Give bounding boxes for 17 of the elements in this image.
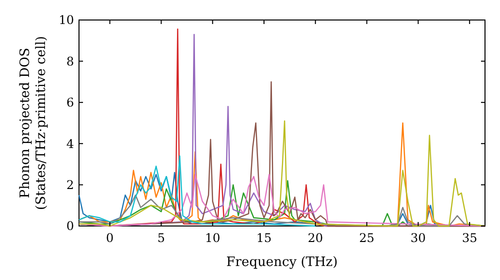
line-series <box>78 155 316 227</box>
x-tick-label: 30 <box>410 231 426 245</box>
x-tick-label: 5 <box>157 231 166 245</box>
x-tick-label: 35 <box>462 231 478 245</box>
y-tick-label: 0 <box>66 219 74 234</box>
x-axis-title: Frequency (THz) <box>226 255 338 270</box>
y-axis-title: Phonon projected DOS (States/THz·primitive cell) <box>18 36 49 210</box>
x-tick-label: 25 <box>359 231 374 245</box>
y-tick-label: 2 <box>66 178 74 192</box>
x-tick-label: 15 <box>256 231 272 245</box>
y-tick-label: 10 <box>58 13 74 28</box>
y-tick-label: 8 <box>66 54 74 68</box>
y-tick-label: 6 <box>66 96 74 110</box>
y-tick-label: 4 <box>66 136 74 151</box>
x-tick-label: 20 <box>308 231 324 245</box>
x-tick-label: 0 <box>106 231 114 245</box>
x-tick-label: 10 <box>204 231 220 245</box>
